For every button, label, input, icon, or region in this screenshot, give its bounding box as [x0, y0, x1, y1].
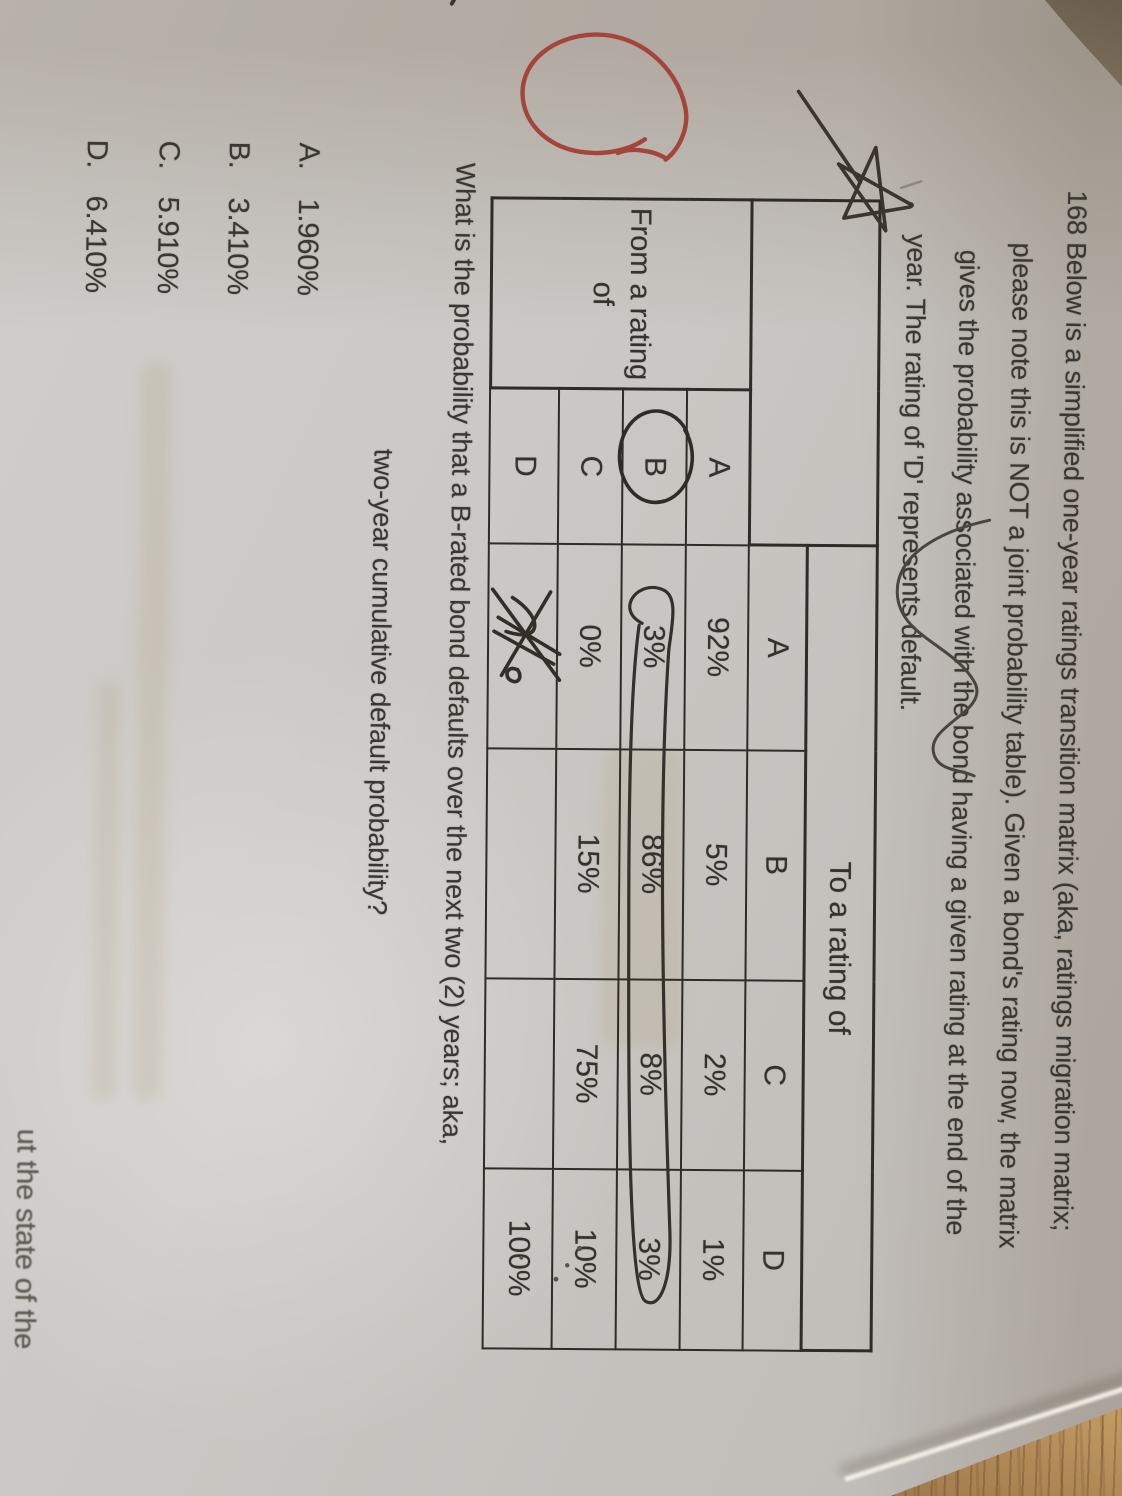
edge-dash-mark [449, 0, 464, 6]
red-pen-mark [520, 32, 689, 162]
b-row-loop-mark [627, 586, 675, 1305]
d-cell-scribble-mark [490, 587, 562, 684]
squiggle-underline-mark [895, 518, 992, 778]
pencil-dash-mark [900, 179, 923, 190]
b-label-circle-mark [617, 409, 695, 505]
pencil-dots-mark [519, 1245, 583, 1282]
hand-drawn-star [836, 145, 914, 233]
star-tail-stroke [796, 89, 863, 185]
